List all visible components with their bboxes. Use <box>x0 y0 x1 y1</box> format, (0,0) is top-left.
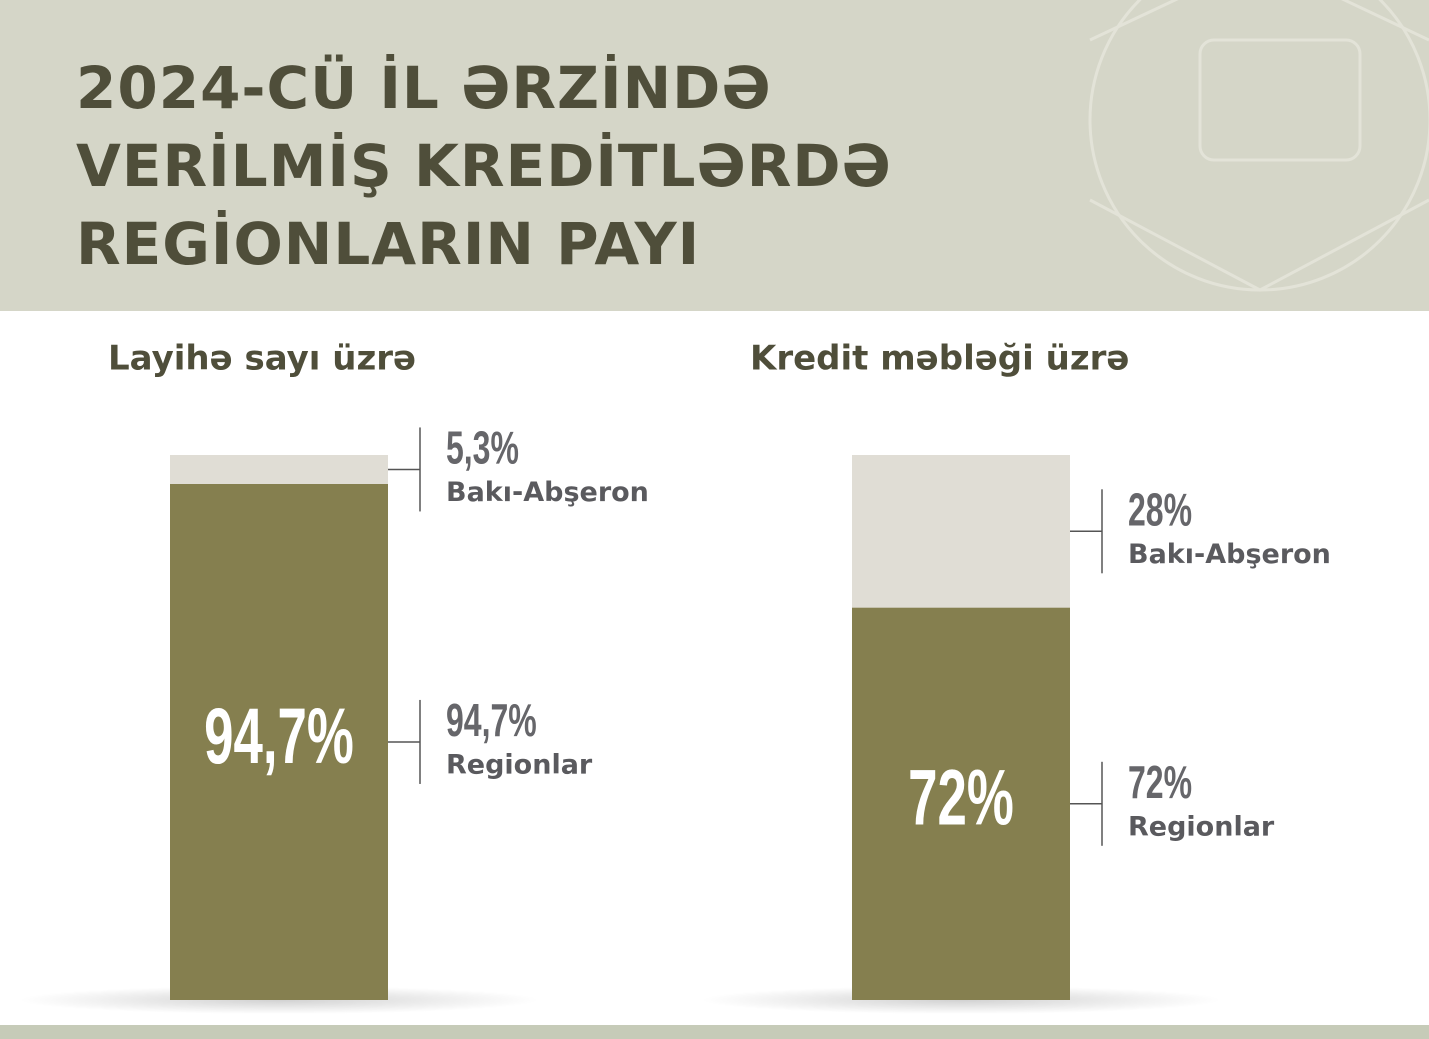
value-label: 28% <box>1128 485 1192 536</box>
header-band <box>0 0 1429 311</box>
header-ornament <box>1088 0 1429 292</box>
bar-segment <box>852 607 1070 1000</box>
value-label: 72% <box>1128 757 1192 808</box>
title-line: 2024-CÜ İL ƏRZİNDƏ <box>76 53 772 122</box>
bar-segment <box>170 483 388 1000</box>
series-name: Bakı-Abşeron <box>446 477 649 508</box>
bar-segment <box>852 455 1070 608</box>
series-name: Regionlar <box>1128 811 1275 842</box>
title: 2024-CÜ İL ƏRZİNDƏ VERİLMİŞ KREDİTLƏRDƏ RE… <box>76 53 892 278</box>
series-name: Regionlar <box>446 749 593 780</box>
chart-subtitle: Layihə sayı üzrə <box>108 339 416 379</box>
title-line: REGİONLARIN PAYI <box>76 209 700 278</box>
value-label: 94,7% <box>446 695 537 746</box>
bar-segment <box>170 455 388 484</box>
bar-inner-label: 72% <box>908 754 1014 842</box>
series-name: Bakı-Abşeron <box>1128 539 1331 570</box>
value-label: 5,3% <box>446 423 519 474</box>
footer-band <box>0 1025 1429 1039</box>
chart-subtitle: Kredit məbləği üzrə <box>750 339 1129 379</box>
bar-inner-label: 94,7% <box>204 692 354 780</box>
title-line: VERİLMİŞ KREDİTLƏRDƏ <box>76 131 892 200</box>
